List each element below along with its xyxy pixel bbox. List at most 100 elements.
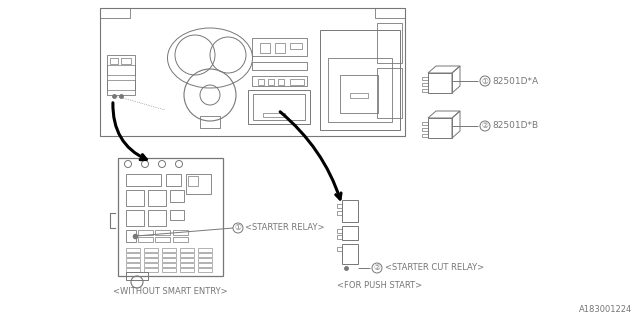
Text: A183001224: A183001224 — [579, 305, 632, 314]
Bar — [278, 79, 284, 85]
Bar — [342, 244, 358, 264]
Bar — [342, 200, 358, 222]
Bar — [252, 76, 307, 86]
Text: 82501D*B: 82501D*B — [492, 122, 538, 131]
Bar — [173, 237, 188, 242]
Bar — [377, 23, 402, 63]
Bar — [155, 237, 170, 242]
Bar — [126, 253, 140, 257]
Bar — [198, 263, 212, 267]
Text: <STARTER RELAY>: <STARTER RELAY> — [245, 223, 324, 233]
Bar — [263, 113, 285, 117]
Bar — [198, 268, 212, 272]
Bar — [121, 58, 131, 64]
Bar — [126, 272, 148, 280]
Text: <STARTER CUT RELAY>: <STARTER CUT RELAY> — [385, 263, 484, 273]
Bar — [320, 30, 400, 130]
Text: ②: ② — [374, 263, 380, 273]
Bar — [377, 68, 402, 118]
Bar — [144, 248, 158, 252]
Bar — [186, 174, 211, 194]
Bar — [422, 77, 428, 80]
Bar — [170, 190, 184, 202]
Bar — [422, 134, 428, 137]
Bar — [144, 268, 158, 272]
Bar — [275, 43, 285, 53]
Bar — [138, 230, 153, 235]
Bar — [180, 268, 194, 272]
Text: ①: ① — [235, 223, 241, 233]
Bar — [162, 258, 176, 262]
Bar — [144, 253, 158, 257]
Bar — [126, 174, 161, 186]
Bar — [126, 230, 136, 242]
Bar — [144, 258, 158, 262]
Bar — [350, 93, 368, 98]
Bar — [162, 268, 176, 272]
Bar — [126, 268, 140, 272]
Bar — [328, 58, 392, 122]
Bar — [198, 248, 212, 252]
Bar — [148, 190, 166, 206]
Bar — [180, 248, 194, 252]
Bar — [188, 176, 198, 186]
Bar — [162, 263, 176, 267]
Bar — [200, 116, 220, 128]
Bar — [148, 210, 166, 226]
Bar — [428, 73, 452, 93]
Circle shape — [480, 121, 490, 131]
Bar — [180, 253, 194, 257]
Bar — [180, 263, 194, 267]
Bar — [162, 253, 176, 257]
Bar — [337, 229, 342, 233]
Bar — [173, 230, 188, 235]
Bar — [252, 38, 307, 56]
Bar — [126, 190, 144, 206]
Bar — [422, 128, 428, 131]
Text: 82501D*A: 82501D*A — [492, 76, 538, 85]
Circle shape — [233, 223, 243, 233]
Bar — [126, 263, 140, 267]
Bar — [253, 94, 305, 120]
Bar — [337, 247, 342, 251]
Bar — [138, 237, 153, 242]
Bar — [166, 174, 181, 186]
Bar — [126, 258, 140, 262]
Bar — [144, 263, 158, 267]
Text: <FOR PUSH START>: <FOR PUSH START> — [337, 281, 422, 290]
Bar — [337, 204, 342, 208]
Bar — [258, 79, 264, 85]
Bar — [100, 8, 405, 136]
Text: <WITHOUT SMART ENTRY>: <WITHOUT SMART ENTRY> — [113, 287, 227, 297]
Bar — [260, 43, 270, 53]
Bar — [126, 248, 140, 252]
Circle shape — [372, 263, 382, 273]
Bar — [428, 118, 452, 138]
Bar — [337, 211, 342, 215]
Bar — [180, 258, 194, 262]
Bar — [342, 226, 358, 240]
Bar — [107, 55, 135, 95]
Bar — [100, 8, 130, 18]
Bar — [422, 122, 428, 125]
Bar — [252, 62, 307, 70]
Bar — [155, 230, 170, 235]
Bar — [126, 210, 144, 226]
Bar — [198, 258, 212, 262]
Text: ②: ② — [481, 122, 488, 131]
Bar — [198, 253, 212, 257]
Text: ①: ① — [481, 76, 488, 85]
Bar — [290, 43, 302, 49]
Bar — [290, 79, 304, 85]
Bar — [375, 8, 405, 18]
Bar — [107, 65, 135, 75]
Bar — [248, 90, 310, 124]
Bar — [422, 89, 428, 92]
Circle shape — [480, 76, 490, 86]
Bar — [340, 75, 378, 113]
Bar — [337, 235, 342, 239]
Bar — [162, 248, 176, 252]
Bar — [107, 80, 135, 90]
Bar — [110, 58, 118, 64]
Bar — [422, 83, 428, 86]
